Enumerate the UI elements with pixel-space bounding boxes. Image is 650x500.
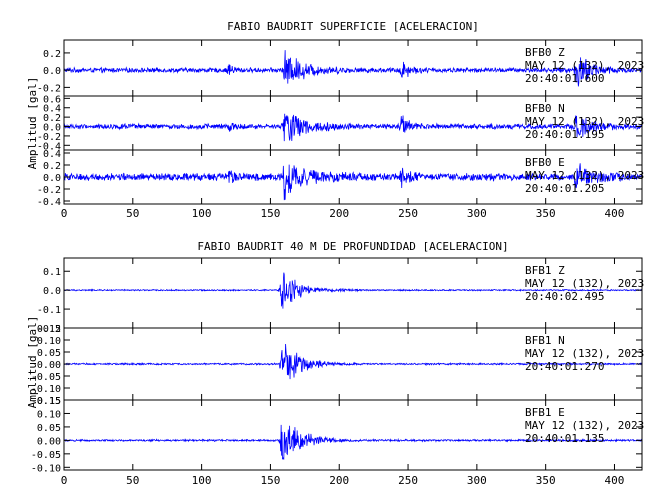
waveform-line xyxy=(64,163,642,201)
y-tick-label: -0.05 xyxy=(31,372,61,383)
y-tick-label: 0.2 xyxy=(43,113,61,124)
y-tick-label: 0.0 xyxy=(43,123,61,134)
y-tick-label: -0.15 xyxy=(31,396,61,407)
y-tick-label: -0.2 xyxy=(37,185,61,196)
y-tick-label: -0.2 xyxy=(37,83,61,94)
y-tick-label: -0.1 xyxy=(37,305,61,316)
x-tick-label: 350 xyxy=(536,207,556,220)
date-label: MAY 12 (132), 2023 xyxy=(525,169,644,182)
station-label: BFB1 Z xyxy=(525,264,565,277)
x-tick-label: 300 xyxy=(467,474,487,487)
date-label: MAY 12 (132), 2023 xyxy=(525,277,644,290)
y-tick-label: 0.10 xyxy=(37,409,61,420)
waveform-line xyxy=(64,113,642,142)
x-tick-label: 150 xyxy=(260,207,280,220)
time-label: 20:40:02.495 xyxy=(525,290,604,303)
station-label: BFB0 N xyxy=(525,102,565,115)
y-tick-label: 0.4 xyxy=(43,149,61,160)
x-tick-label: 200 xyxy=(329,474,349,487)
y-tick-label: -0.10 xyxy=(31,463,61,474)
x-tick-label: 50 xyxy=(126,474,139,487)
y-tick-label: 0.05 xyxy=(37,348,61,359)
y-tick-label: 0.2 xyxy=(43,161,61,172)
station-label: BFB1 E xyxy=(525,406,565,419)
y-tick-label: -0.05 xyxy=(31,450,61,461)
station-label: BFB1 N xyxy=(525,334,565,347)
x-tick-label: 0 xyxy=(61,474,68,487)
date-label: MAY 12 (132), 2023 xyxy=(525,347,644,360)
figure-superficie: FABIO BAUDRIT SUPERFICIE [ACELERACION] A… xyxy=(26,20,644,220)
y-axis-label: Amplitud [gal] xyxy=(26,77,39,170)
y-tick-label: 0.10 xyxy=(37,336,61,347)
y-tick-label: 0.00 xyxy=(37,436,61,447)
time-label: 20:40:01.270 xyxy=(525,360,604,373)
x-tick-label: 250 xyxy=(398,207,418,220)
date-label: MAY 12 (132), 2023 xyxy=(525,115,644,128)
y-tick-label: 0.0 xyxy=(43,286,61,297)
y-tick-label: 0.4 xyxy=(43,104,61,115)
chart-title: FABIO BAUDRIT 40 M DE PROFUNDIDAD [ACELE… xyxy=(197,240,508,253)
waveform-line xyxy=(64,50,642,87)
y-tick-label: -0.2 xyxy=(37,324,61,335)
figure-profundidad: FABIO BAUDRIT 40 M DE PROFUNDIDAD [ACELE… xyxy=(26,240,644,487)
x-tick-label: 400 xyxy=(605,474,625,487)
x-tick-label: 100 xyxy=(192,474,212,487)
x-tick-label: 150 xyxy=(260,474,280,487)
x-tick-label: 0 xyxy=(61,207,68,220)
y-tick-label: 0.6 xyxy=(43,94,61,105)
y-tick-label: 0.0 xyxy=(43,66,61,77)
y-tick-label: -0.4 xyxy=(37,197,61,208)
waveform-line xyxy=(64,343,642,380)
x-tick-label: 200 xyxy=(329,207,349,220)
chart-title: FABIO BAUDRIT SUPERFICIE [ACELERACION] xyxy=(227,20,479,33)
y-tick-label: 0.2 xyxy=(43,49,61,60)
time-label: 20:40:01.205 xyxy=(525,182,604,195)
waveform-line xyxy=(64,272,642,309)
x-tick-label: 400 xyxy=(605,207,625,220)
time-label: 20:40:01.195 xyxy=(525,128,604,141)
y-tick-label: -0.2 xyxy=(37,132,61,143)
date-label: MAY 12 (132), 2023 xyxy=(525,419,644,432)
time-label: 20:40:01.135 xyxy=(525,432,604,445)
y-tick-label: -0.10 xyxy=(31,384,61,395)
y-tick-label: -0.4 xyxy=(37,141,61,152)
y-tick-label: 0.00 xyxy=(37,360,61,371)
date-label: MAY 12 (132), 2023 xyxy=(525,59,644,72)
x-tick-label: 350 xyxy=(536,474,556,487)
x-tick-label: 50 xyxy=(126,207,139,220)
x-tick-label: 100 xyxy=(192,207,212,220)
x-tick-label: 250 xyxy=(398,474,418,487)
x-tick-label: 300 xyxy=(467,207,487,220)
y-tick-label: 0.0 xyxy=(43,173,61,184)
station-label: BFB0 E xyxy=(525,156,565,169)
time-label: 20:40:01.600 xyxy=(525,72,604,85)
panel-frame xyxy=(63,399,643,471)
station-label: BFB0 Z xyxy=(525,46,565,59)
y-tick-label: 0.15 xyxy=(37,324,61,335)
waveform-line xyxy=(64,424,642,460)
y-tick-label: 0.1 xyxy=(43,267,61,278)
y-tick-label: 0.15 xyxy=(37,396,61,407)
y-tick-label: 0.05 xyxy=(37,423,61,434)
y-axis-label: Amplitud [gal] xyxy=(26,316,39,409)
